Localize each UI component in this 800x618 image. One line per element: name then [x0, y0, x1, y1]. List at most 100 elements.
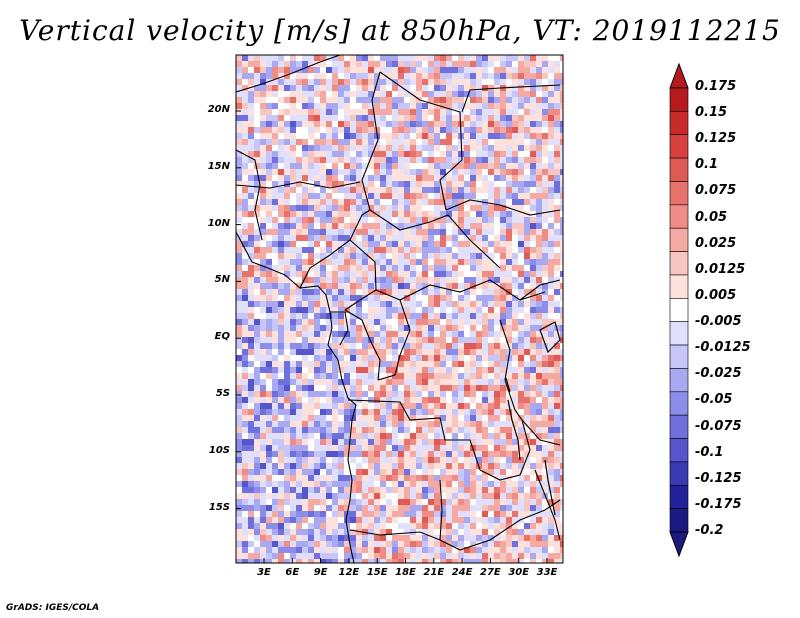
field-cell — [380, 415, 386, 421]
field-cell — [248, 451, 254, 457]
field-cell — [506, 373, 512, 379]
field-cell — [506, 91, 512, 97]
field-cell — [302, 79, 308, 85]
field-cell — [314, 391, 320, 397]
field-cell — [266, 499, 272, 505]
field-cell — [302, 409, 308, 415]
field-cell — [326, 61, 332, 67]
field-cell — [560, 163, 563, 169]
field-cell — [272, 523, 278, 529]
field-cell — [548, 379, 554, 385]
field-cell — [434, 301, 440, 307]
field-cell — [464, 421, 470, 427]
field-cell — [392, 163, 398, 169]
field-cell — [356, 517, 362, 523]
field-cell — [362, 475, 368, 481]
field-cell — [554, 85, 560, 91]
field-cell — [290, 469, 296, 475]
field-cell — [320, 313, 326, 319]
field-cell — [398, 553, 404, 559]
field-cell — [386, 505, 392, 511]
field-cell — [434, 433, 440, 439]
field-cell — [344, 307, 350, 313]
field-cell — [314, 277, 320, 283]
field-cell — [458, 277, 464, 283]
field-cell — [380, 145, 386, 151]
field-cell — [368, 397, 374, 403]
field-cell — [248, 427, 254, 433]
field-cell — [416, 487, 422, 493]
field-cell — [422, 391, 428, 397]
field-cell — [500, 553, 506, 559]
field-cell — [518, 127, 524, 133]
field-cell — [344, 373, 350, 379]
field-cell — [242, 61, 248, 67]
field-cell — [560, 433, 563, 439]
field-cell — [320, 367, 326, 373]
field-cell — [494, 91, 500, 97]
field-cell — [416, 313, 422, 319]
field-cell — [482, 541, 488, 547]
field-cell — [524, 349, 530, 355]
field-cell — [326, 169, 332, 175]
field-cell — [494, 259, 500, 265]
field-cell — [248, 61, 254, 67]
field-cell — [434, 469, 440, 475]
field-cell — [284, 319, 290, 325]
field-cell — [338, 367, 344, 373]
field-cell — [446, 535, 452, 541]
field-cell — [500, 211, 506, 217]
field-cell — [260, 115, 266, 121]
field-cell — [440, 385, 446, 391]
field-cell — [374, 475, 380, 481]
field-cell — [368, 487, 374, 493]
field-cell — [464, 553, 470, 559]
field-cell — [428, 175, 434, 181]
field-cell — [458, 325, 464, 331]
field-cell — [434, 361, 440, 367]
field-cell — [494, 373, 500, 379]
field-cell — [404, 223, 410, 229]
field-cell — [518, 109, 524, 115]
field-cell — [410, 289, 416, 295]
field-cell — [500, 493, 506, 499]
field-cell — [536, 403, 542, 409]
field-cell — [470, 193, 476, 199]
field-cell — [398, 73, 404, 79]
field-cell — [338, 415, 344, 421]
field-cell — [416, 217, 422, 223]
field-cell — [470, 91, 476, 97]
field-cell — [368, 535, 374, 541]
field-cell — [266, 91, 272, 97]
field-cell — [374, 109, 380, 115]
field-cell — [392, 517, 398, 523]
field-cell — [554, 145, 560, 151]
field-cell — [242, 415, 248, 421]
field-cell — [266, 307, 272, 313]
field-cell — [290, 265, 296, 271]
field-cell — [488, 511, 494, 517]
field-cell — [554, 67, 560, 73]
field-cell — [362, 223, 368, 229]
field-cell — [446, 355, 452, 361]
field-cell — [248, 355, 254, 361]
field-cell — [254, 505, 260, 511]
field-cell — [350, 457, 356, 463]
field-cell — [470, 277, 476, 283]
field-cell — [236, 541, 242, 547]
field-cell — [488, 499, 494, 505]
field-cell — [278, 73, 284, 79]
field-cell — [314, 445, 320, 451]
field-cell — [428, 319, 434, 325]
field-cell — [254, 319, 260, 325]
field-cell — [344, 253, 350, 259]
field-cell — [350, 355, 356, 361]
field-cell — [446, 385, 452, 391]
field-cell — [392, 367, 398, 373]
field-cell — [434, 445, 440, 451]
field-cell — [452, 469, 458, 475]
field-cell — [560, 403, 563, 409]
field-cell — [470, 343, 476, 349]
field-cell — [398, 331, 404, 337]
field-cell — [284, 517, 290, 523]
